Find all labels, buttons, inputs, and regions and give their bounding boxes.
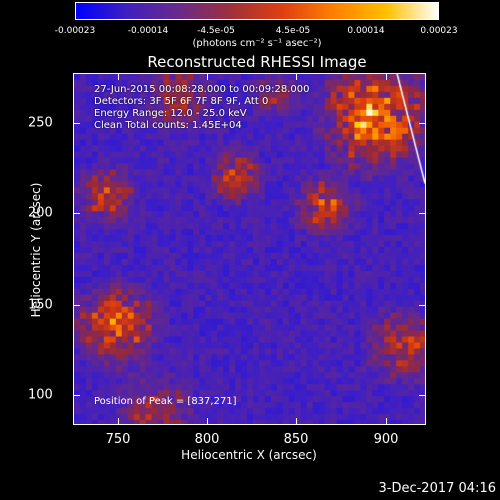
axis-tick-mark	[419, 123, 426, 124]
colorbar-tick-label: -4.5e-05	[197, 26, 235, 36]
axis-tick-mark	[118, 418, 119, 425]
axis-tick-mark	[386, 418, 387, 425]
y-tick-label: 200	[28, 205, 53, 221]
x-tick-label: 850	[283, 432, 309, 447]
y-tick-label: 150	[28, 297, 53, 313]
axis-tick-mark	[296, 418, 297, 425]
axis-tick-mark	[73, 305, 80, 306]
x-tick-label: 800	[194, 432, 220, 447]
colorbar-tick-label: 0.00014	[347, 26, 385, 36]
axis-tick-mark	[118, 73, 119, 80]
info-clean-counts: Clean Total counts: 1.45E+04	[94, 120, 242, 131]
info-time-range: 27-Jun-2015 00:08:28.000 to 00:09:28.000	[94, 84, 310, 95]
axis-tick-mark	[73, 213, 80, 214]
axis-tick-mark	[386, 73, 387, 80]
reconstructed-image	[74, 74, 425, 424]
colorbar	[75, 2, 439, 20]
colorbar-units: (photons cm⁻² s⁻¹ asec⁻²)	[192, 38, 322, 49]
info-detectors: Detectors: 3F 5F 6F 7F 8F 9F, Att 0	[94, 96, 269, 107]
axis-tick-mark	[207, 73, 208, 80]
axis-tick-mark	[73, 395, 80, 396]
info-energy-range: Energy Range: 12.0 - 25.0 keV	[94, 108, 247, 119]
peak-position: Position of Peak = [837,271]	[94, 396, 237, 407]
x-tick-label: 900	[373, 432, 399, 447]
axis-tick-mark	[419, 395, 426, 396]
image-plot-area: 27-Jun-2015 00:08:28.000 to 00:09:28.000…	[73, 73, 426, 425]
y-tick-label: 100	[28, 387, 53, 403]
colorbar-tick-label: 4.5e-05	[275, 26, 311, 36]
colorbar-tick-label: -0.00023	[54, 26, 96, 36]
axis-tick-mark	[419, 213, 426, 214]
axis-tick-mark	[419, 305, 426, 306]
axis-tick-mark	[73, 123, 80, 124]
y-axis-label: Heliocentric Y (arcsec)	[29, 182, 43, 318]
x-axis-label: Heliocentric X (arcsec)	[181, 448, 317, 462]
x-tick-label: 750	[105, 432, 131, 447]
timestamp: 3-Dec-2017 04:16	[378, 481, 497, 496]
plot-title: Reconstructed RHESSI Image	[147, 53, 367, 71]
colorbar-tick-label: -0.00014	[127, 26, 169, 36]
axis-tick-mark	[207, 418, 208, 425]
axis-tick-mark	[296, 73, 297, 80]
colorbar-tick-label: 0.00023	[420, 26, 458, 36]
y-tick-label: 250	[28, 115, 53, 131]
